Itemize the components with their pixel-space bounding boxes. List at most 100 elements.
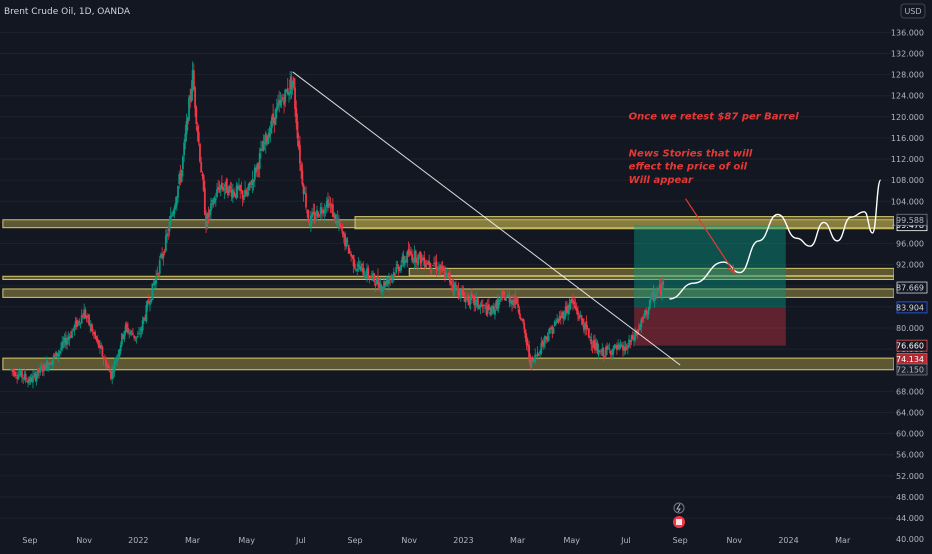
projection-path[interactable] [669,179,882,300]
candle-body [342,234,345,237]
candle-body [467,295,470,303]
time-tick-label: May [238,536,255,545]
candle-body [168,221,171,232]
candle-body [110,371,112,379]
candle-body [247,183,250,191]
candle-body [646,313,649,314]
candle-body [529,356,532,366]
candle-body [502,291,505,295]
candle-body [83,309,86,319]
candle-body [66,339,68,345]
candle-body [124,325,127,333]
candle-body [544,335,546,343]
price-tick-label: 44.000 [896,514,924,523]
candle-body [558,315,561,320]
price-axis-background[interactable] [894,0,932,534]
candle-body [138,333,140,334]
candle-body [118,349,121,357]
candle-body [391,275,394,279]
price-level-label: 87.669 [896,284,924,293]
candle-body [459,290,462,298]
candle-body [314,217,317,218]
candle-body [369,277,372,279]
candle-body [55,351,58,357]
candle-body [534,354,537,362]
candle-body [452,285,455,290]
candle-body [56,352,59,356]
long-position-box[interactable] [634,225,786,346]
time-axis-background[interactable] [0,532,894,550]
candle-body [602,348,605,357]
candle-body [196,126,199,133]
candle-body [79,323,82,324]
candle-body [524,329,527,339]
candle-body [573,301,576,305]
annotation-texts[interactable]: Once we retest $87 per Barrel News Storie… [629,111,800,185]
candle-body [630,335,633,342]
currency-button[interactable]: USD [900,3,926,19]
candle-body [192,70,195,89]
time-axis[interactable]: Sep Nov 2022 Mar May Jul Sep Nov 2023 Mar May Jul Se… [22,536,851,545]
candle-body [513,300,516,303]
candle-body [439,264,442,271]
candle-body [210,203,212,212]
candle-body [251,179,254,185]
candle-body [388,279,390,284]
candle-body [183,142,186,156]
candle-body [289,79,292,94]
candle-body [213,198,216,203]
candle-body [331,204,334,218]
candle-body [319,207,322,215]
candle-body [537,354,540,356]
candle-body [516,296,518,304]
candle-body [261,150,264,152]
candle-body [164,235,167,251]
events-lightning-icon[interactable] [673,502,685,514]
candle-body [152,284,155,285]
candle-body [578,315,580,319]
candle-body [129,332,132,335]
annotation-text: Once we retest $87 per Barrel [629,111,800,122]
candle-body [189,95,192,99]
candle-body [269,128,272,134]
candle-body [498,299,501,302]
candle-body [394,273,396,275]
candle-body [526,343,529,347]
candle-body [477,297,479,308]
candle-body [240,189,243,191]
candle-body [64,337,67,346]
candle-body [584,322,587,330]
candle-body [492,305,495,313]
candle-body [217,186,220,190]
candle-body [564,306,567,317]
candle-body [185,120,188,135]
candle-body [219,185,222,190]
candle-body [429,262,432,268]
candle-body [347,244,350,254]
candle-body [23,373,26,380]
candle-body [490,306,493,316]
candle-body [442,267,445,271]
candle-body [625,348,628,350]
candle-body [568,305,571,309]
candle-body [294,87,296,110]
candle-body [567,305,570,315]
price-level-badge [896,213,928,226]
candle-body [132,333,134,335]
candle-body [134,336,137,339]
time-tick-label: Nov [727,536,743,545]
candle-body [419,252,422,264]
price-level-label: 72.150 [896,365,924,374]
earnings-flag-icon[interactable] [673,516,685,528]
candle-body [487,304,490,310]
price-level-badge [896,363,928,376]
time-tick-label: 2022 [128,536,148,545]
candlestick-series [10,61,665,389]
candle-body [17,374,20,380]
trend-line[interactable] [292,71,681,366]
candle-body [650,296,652,300]
candle-body [177,186,179,198]
